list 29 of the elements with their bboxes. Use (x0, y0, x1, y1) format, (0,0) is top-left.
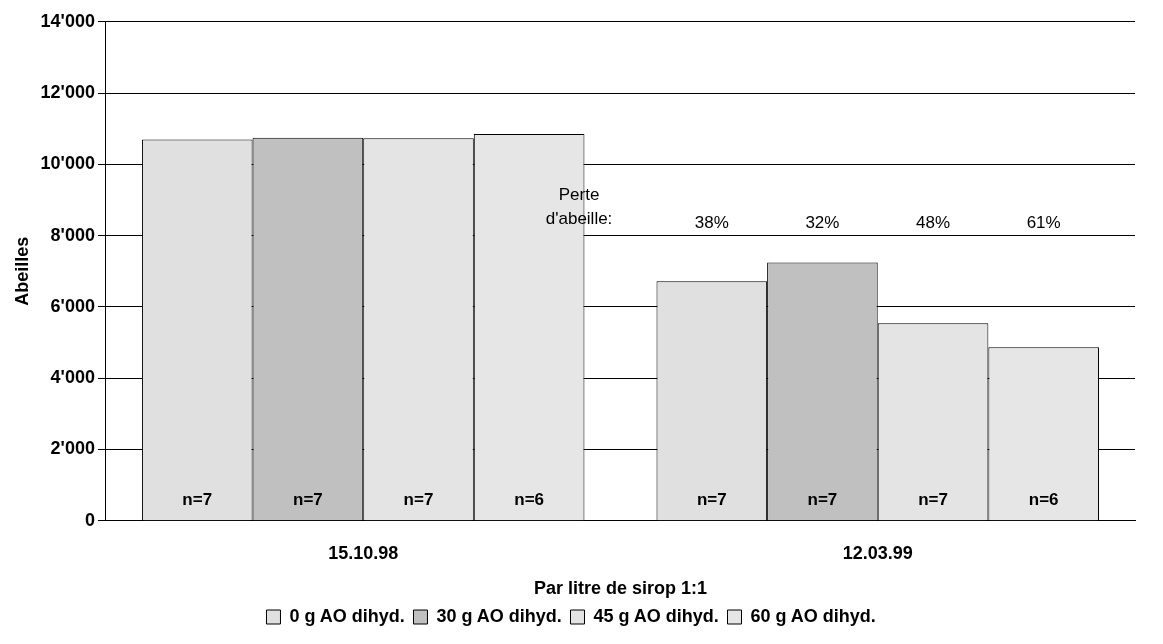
x-axis-title: Par litre de sirop 1:1 (533, 578, 708, 599)
annotation: 48% (916, 213, 951, 233)
legend-label: 60 g AO dihyd. (750, 605, 876, 626)
x-tick-label: 15.10.98 (328, 542, 399, 563)
annotation: 32% (805, 213, 840, 233)
y-axis-title: Abeilles (11, 236, 32, 306)
y-tick-label: 4'000 (50, 367, 95, 388)
y-tick-label: 10'000 (40, 153, 95, 174)
legend-label: 0 g AO dihyd. (289, 605, 405, 626)
y-tick-label: 8'000 (50, 224, 95, 245)
annotation: n=7 (403, 490, 434, 510)
legend-label: 30 g AO dihyd. (436, 605, 562, 626)
y-tick-label: 0 (84, 509, 95, 530)
annotation: 61% (1026, 213, 1061, 233)
legend-label: 45 g AO dihyd. (593, 605, 719, 626)
annotation: 38% (694, 213, 729, 233)
annotation: n=7 (918, 490, 948, 510)
y-tick-label: 6'000 (50, 295, 95, 316)
annotation: n=6 (1028, 490, 1059, 510)
annotation: n=7 (182, 490, 213, 510)
y-tick-label: 14'000 (40, 10, 95, 31)
annotation: Perte d'abeille: (545, 185, 613, 229)
x-tick-label: 12.03.99 (842, 542, 913, 563)
annotation: n=7 (696, 490, 727, 510)
y-tick-label: 2'000 (50, 438, 95, 459)
annotation: n=6 (514, 490, 545, 510)
annotation: n=7 (293, 490, 323, 510)
y-tick-label: 12'000 (40, 82, 95, 103)
annotation: n=7 (807, 490, 838, 510)
